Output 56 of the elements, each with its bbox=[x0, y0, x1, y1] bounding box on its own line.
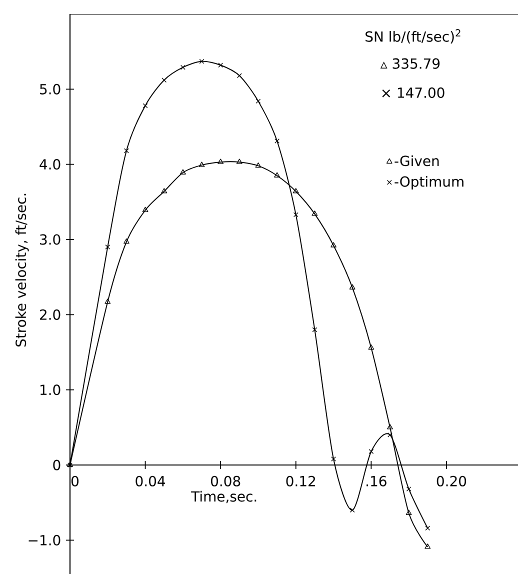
y-tick-label: 2.0 bbox=[40, 309, 60, 320]
annotation: SN lb/(ft/sec)$^{2}$ bbox=[366, 29, 460, 44]
legend-label: -Optimum bbox=[394, 176, 464, 190]
x-tick-label: 0.20 bbox=[436, 476, 466, 486]
y-tick-label: −1.0 bbox=[28, 534, 60, 546]
y-tick-label: 4.0 bbox=[40, 159, 60, 170]
point bbox=[292, 188, 299, 194]
point bbox=[162, 78, 167, 83]
point bbox=[198, 162, 205, 167]
point bbox=[124, 148, 129, 154]
point bbox=[236, 158, 242, 164]
point bbox=[368, 344, 374, 350]
point bbox=[161, 188, 168, 194]
point bbox=[256, 98, 261, 104]
x-tick-label: 0.12 bbox=[286, 476, 316, 486]
point bbox=[255, 162, 262, 168]
point bbox=[350, 508, 355, 513]
point bbox=[293, 212, 298, 218]
annotation: ▵ 335.79 bbox=[380, 58, 440, 69]
point bbox=[349, 284, 356, 290]
y-tick-label: 0 bbox=[53, 460, 60, 470]
point bbox=[218, 62, 224, 68]
point bbox=[312, 327, 318, 332]
y-tick-label: 3.0 bbox=[40, 234, 60, 245]
point bbox=[331, 456, 336, 462]
point bbox=[274, 138, 280, 144]
x-tick-label: 0.04 bbox=[136, 476, 166, 486]
y-tick-label: 1.0 bbox=[40, 384, 60, 396]
legend-label: -Given bbox=[394, 155, 439, 166]
x-tick-label: .16 bbox=[366, 476, 386, 486]
annotation: × 147.00 bbox=[382, 87, 444, 98]
point bbox=[425, 526, 430, 531]
point bbox=[104, 298, 111, 304]
point bbox=[406, 510, 412, 515]
point bbox=[105, 244, 110, 250]
point bbox=[218, 158, 224, 164]
x-tick-label: 0.08 bbox=[210, 476, 240, 486]
x-tick-label: 0 bbox=[71, 476, 79, 486]
point bbox=[180, 169, 186, 174]
point bbox=[124, 238, 130, 244]
point bbox=[199, 58, 204, 64]
x-axis-title: Time,sec. bbox=[191, 490, 256, 504]
point bbox=[406, 486, 412, 492]
point bbox=[142, 206, 148, 212]
point bbox=[142, 103, 148, 108]
point bbox=[274, 172, 280, 178]
point bbox=[368, 449, 374, 454]
point bbox=[424, 544, 431, 549]
point bbox=[387, 424, 393, 430]
point bbox=[388, 432, 392, 438]
point bbox=[236, 73, 242, 78]
point bbox=[180, 64, 186, 70]
point bbox=[312, 210, 318, 216]
y-axis-title: Stroke velocity, ft/sec. bbox=[15, 194, 29, 347]
point bbox=[330, 242, 336, 248]
y-tick-label: 5.0 bbox=[40, 84, 60, 94]
